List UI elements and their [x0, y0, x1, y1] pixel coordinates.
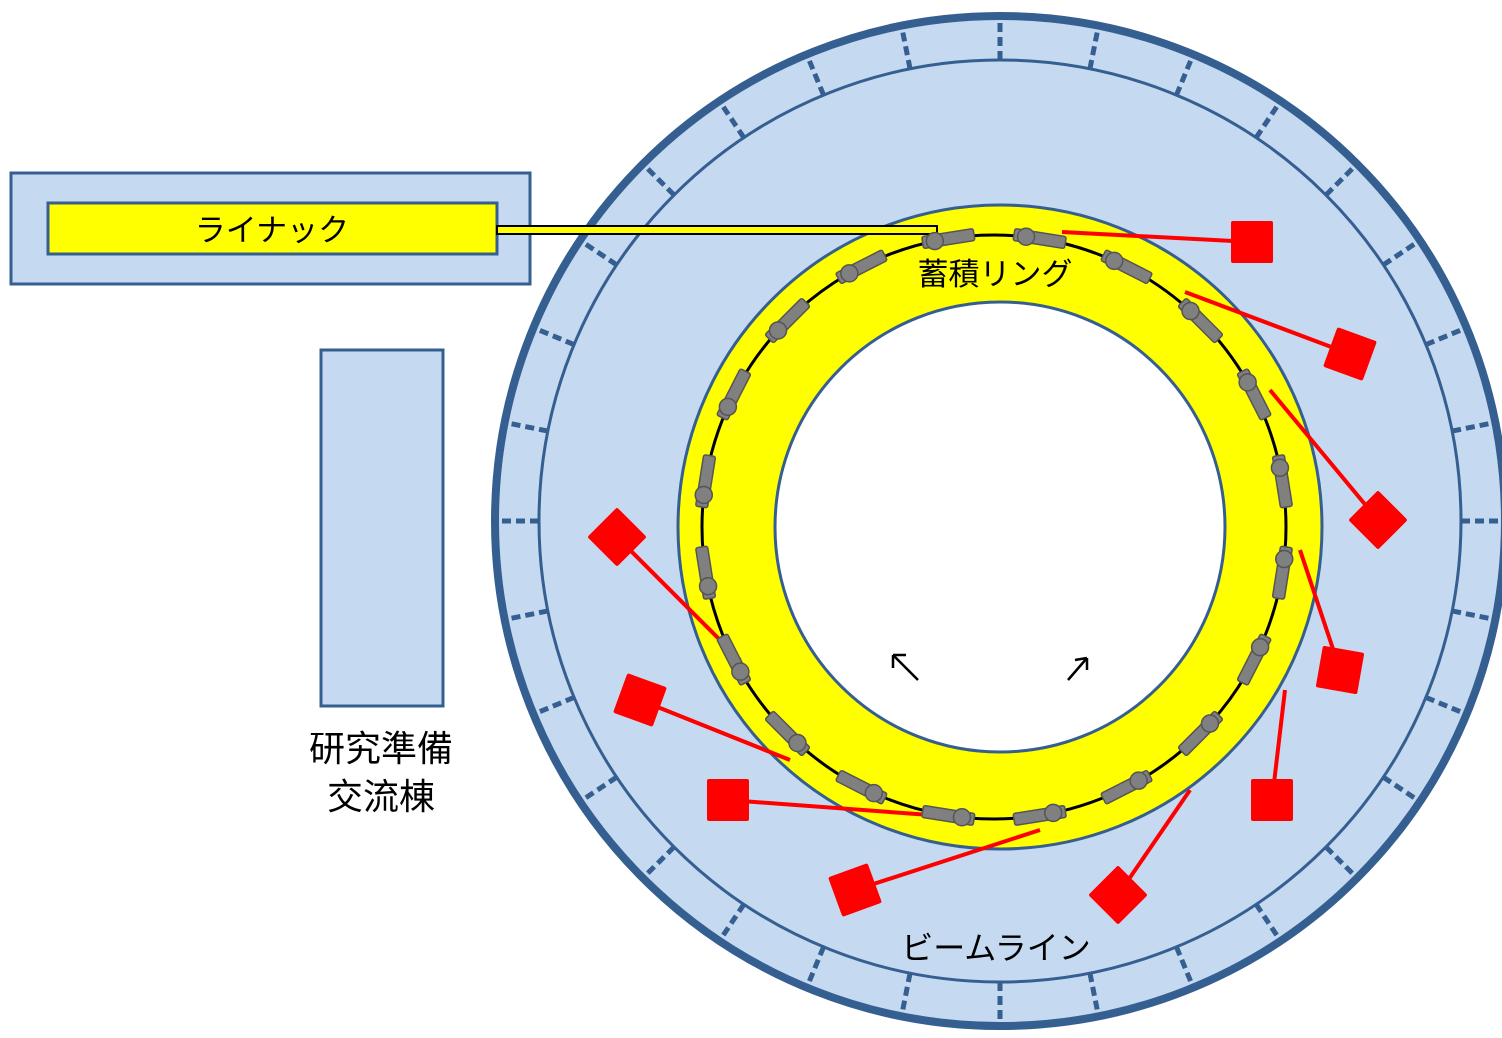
hall-divider	[641, 162, 676, 197]
quadrupole-magnet	[694, 485, 714, 505]
electron-orbit	[700, 233, 1288, 821]
quadrupole-magnet	[1129, 771, 1148, 790]
hall-divider	[578, 238, 619, 267]
quadrupole-magnet	[788, 733, 807, 753]
quadrupole-magnet	[952, 807, 972, 827]
tunnel-inner	[773, 300, 1227, 754]
hall-divider	[899, 972, 913, 1017]
hall-divider	[1087, 972, 1101, 1017]
hall-divider	[899, 25, 913, 70]
beamline-end-station	[613, 673, 667, 727]
beamline-arrow-right	[1067, 656, 1089, 681]
quadrupole-magnet	[1270, 458, 1290, 478]
beamline-path	[727, 798, 931, 817]
beamline-path	[1268, 388, 1380, 522]
beamline-end-station	[828, 863, 882, 917]
beamlines	[588, 221, 1407, 924]
beamline-path	[854, 828, 1041, 892]
research-building: 研究準備 交流棟	[309, 348, 453, 818]
hall-divider	[1324, 845, 1359, 880]
quadrupole-magnet	[768, 321, 788, 340]
beamline-label: ビームライン	[901, 929, 1090, 967]
hall-divider	[804, 945, 826, 989]
quadrupole-magnet	[864, 783, 884, 803]
quadrupole-magnet	[1274, 549, 1294, 569]
beamline-end-station	[1251, 779, 1293, 821]
hall-divider	[1254, 902, 1283, 943]
hall-divider	[1451, 420, 1496, 434]
beamline-arrow-left	[891, 653, 919, 681]
transport-line	[496, 225, 938, 235]
hall-divider	[1424, 695, 1468, 717]
quadrupole-magnet	[840, 264, 859, 283]
beamline-end-station	[588, 508, 646, 566]
quadrupole-magnet	[1250, 637, 1270, 657]
hall-divider	[532, 325, 576, 347]
hall-divider	[717, 99, 746, 140]
ring-magnets	[694, 227, 1294, 827]
linac-building: ライナック	[9, 171, 532, 286]
beamline-end-station	[1089, 866, 1147, 924]
hall-wall-dividers	[495, 16, 1502, 1026]
quadrupole-magnet	[1200, 714, 1220, 733]
beamline-end-station	[707, 779, 749, 821]
storage-ring-label: 蓄積リング	[918, 257, 1073, 293]
hall-divider	[1451, 608, 1496, 622]
beamline-end-station	[1231, 221, 1273, 263]
beamline-end-station	[1323, 327, 1377, 381]
quadrupole-magnet	[731, 662, 750, 681]
hall-divider	[1324, 162, 1359, 197]
hall-divider	[1424, 325, 1468, 347]
quadrupole-magnet	[1016, 227, 1036, 247]
beamline-path	[639, 698, 791, 762]
beamline-callout: ビームライン	[891, 653, 1091, 967]
hall-divider	[1381, 238, 1422, 267]
hall-divider	[504, 420, 549, 434]
beamline-path	[1184, 290, 1351, 356]
storage-ring-tunnel	[676, 203, 1324, 851]
quadrupole-magnet	[718, 397, 738, 417]
quadrupole-magnet	[698, 576, 718, 596]
transport-line-tube	[496, 225, 938, 235]
quadrupole-magnet	[1043, 803, 1063, 823]
research-building-label-line2: 交流棟	[327, 777, 435, 818]
quadrupole-magnet	[1104, 251, 1124, 271]
beamline-end-station	[1349, 491, 1407, 549]
linac	[46, 201, 499, 256]
hall-divider	[717, 902, 746, 943]
hall-divider	[1087, 25, 1101, 70]
hall-divider	[532, 695, 576, 717]
research-building-outline	[319, 348, 445, 708]
quadrupole-magnet	[925, 231, 945, 251]
hall-divider	[1381, 775, 1422, 804]
hall-divider	[804, 53, 826, 97]
hall-divider	[1174, 945, 1196, 989]
hall-divider	[504, 608, 549, 622]
hall-divider	[1254, 99, 1283, 140]
quadrupole-magnet	[1181, 301, 1200, 321]
hall-divider	[1174, 53, 1196, 97]
quadrupole-magnet	[1238, 373, 1257, 392]
hall-divider	[578, 775, 619, 804]
research-building-label-line1: 研究準備	[309, 729, 453, 770]
beamline-path	[1061, 230, 1253, 244]
hall-divider	[641, 845, 676, 880]
linac-label: ライナック	[195, 213, 349, 249]
beamline-end-station	[1315, 645, 1365, 695]
